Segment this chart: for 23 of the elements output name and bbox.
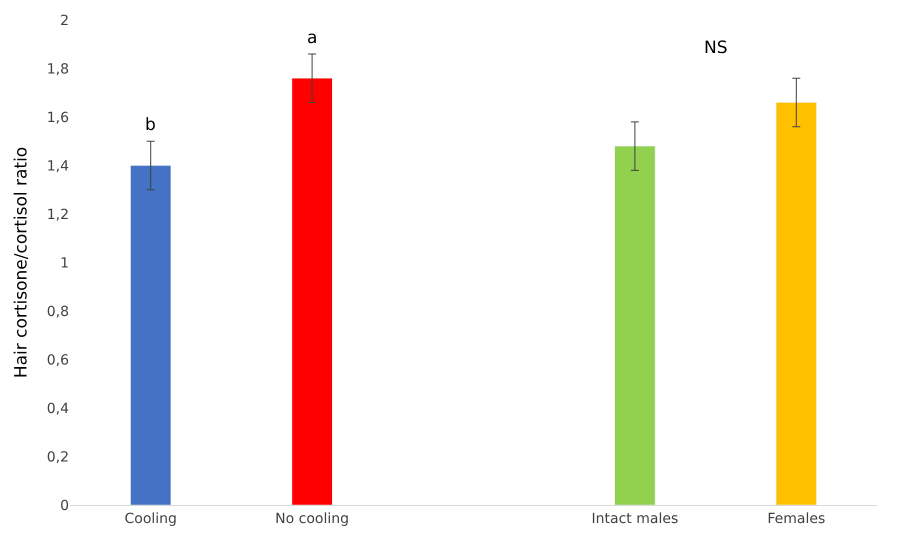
y-tick-label: 0,4: [46, 400, 70, 417]
bar: [776, 102, 817, 505]
x-tick-label: Females: [767, 510, 826, 527]
x-tick-label: Intact males: [592, 510, 678, 527]
y-tick-label: 1: [60, 255, 69, 272]
annotation: a: [307, 28, 318, 48]
x-tick-label: Cooling: [124, 510, 177, 527]
y-tick-label: 1,4: [46, 158, 70, 174]
bar: [614, 146, 656, 505]
bar: [292, 78, 333, 505]
annotation: NS: [704, 38, 728, 58]
y-tick-label: 0,8: [46, 304, 69, 320]
y-axis-title: Hair cortisone/cortisol ratio: [11, 146, 32, 378]
y-tick-label: 2: [60, 12, 69, 29]
y-tick-label: 1,6: [46, 110, 70, 126]
y-tick-label: 1,8: [46, 61, 69, 78]
annotation: b: [145, 115, 156, 135]
x-tick-label: No cooling: [275, 510, 350, 527]
bar: [130, 165, 172, 505]
y-tick-label: 0,6: [46, 352, 70, 368]
y-tick-label: 1,2: [46, 206, 69, 223]
y-tick-label: 0,2: [46, 449, 69, 466]
y-tick-label: 0: [60, 498, 69, 514]
